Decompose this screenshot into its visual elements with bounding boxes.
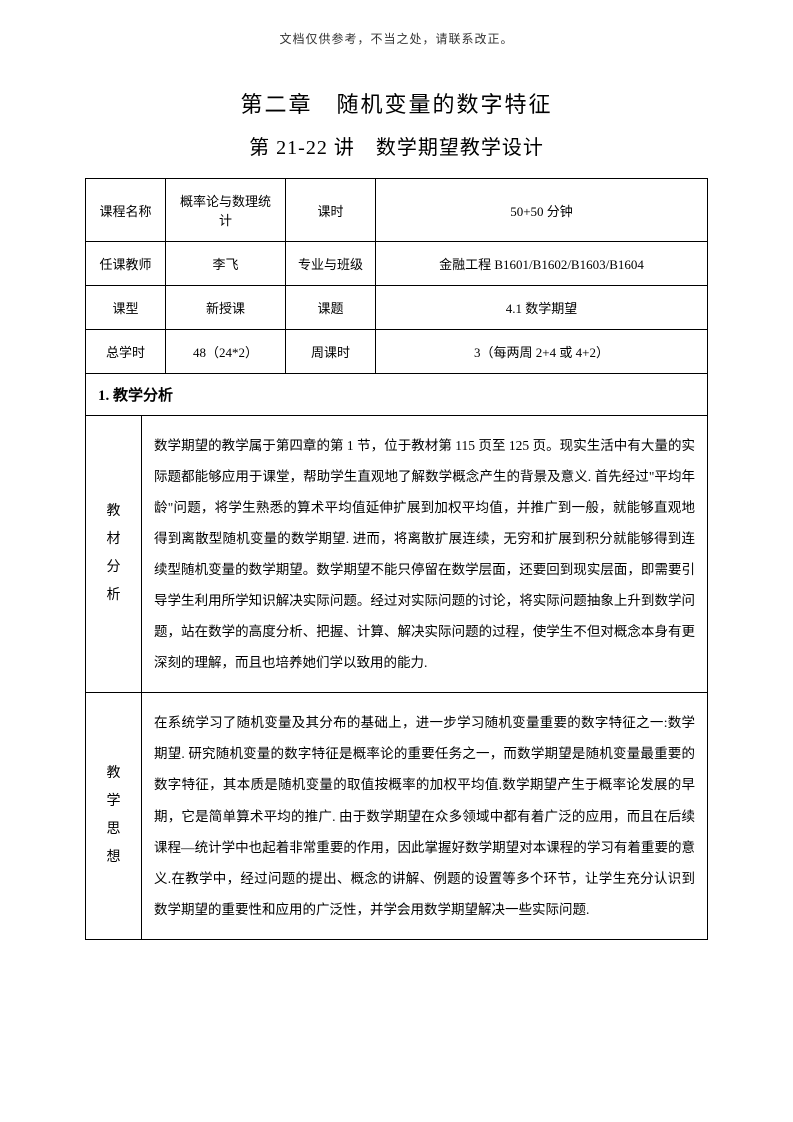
label-material-analysis: 教材分析 <box>86 416 142 693</box>
label-week-hours: 周课时 <box>286 330 376 374</box>
value-week-hours: 3（每两周 2+4 或 4+2） <box>376 330 708 374</box>
label-topic: 课题 <box>286 286 376 330</box>
label-class: 专业与班级 <box>286 242 376 286</box>
label-course-name: 课程名称 <box>86 179 166 242</box>
label-teaching-thought: 教学思想 <box>86 693 142 939</box>
course-info-table: 课程名称 概率论与数理统计 课时 50+50 分钟 任课教师 李飞 专业与班级 … <box>85 178 708 374</box>
value-class: 金融工程 B1601/B1602/B1603/B1604 <box>376 242 708 286</box>
table-row: 任课教师 李飞 专业与班级 金融工程 B1601/B1602/B1603/B16… <box>86 242 708 286</box>
value-type: 新授课 <box>166 286 286 330</box>
content-material-analysis: 数学期望的教学属于第四章的第 1 节，位于教材第 115 页至 125 页。现实… <box>142 416 708 693</box>
table-row: 教材分析 数学期望的教学属于第四章的第 1 节，位于教材第 115 页至 125… <box>86 416 708 693</box>
value-hours: 50+50 分钟 <box>376 179 708 242</box>
content-teaching-thought: 在系统学习了随机变量及其分布的基础上，进一步学习随机变量重要的数字特征之一:数学… <box>142 693 708 939</box>
label-type: 课型 <box>86 286 166 330</box>
header-note: 文档仅供参考，不当之处，请联系改正。 <box>85 30 708 47</box>
table-row: 课程名称 概率论与数理统计 课时 50+50 分钟 <box>86 179 708 242</box>
lecture-title: 第 21-22 讲 数学期望教学设计 <box>85 131 708 160</box>
table-row: 总学时 48（24*2） 周课时 3（每两周 2+4 或 4+2） <box>86 330 708 374</box>
vertical-label: 教材分析 <box>107 498 121 610</box>
vertical-label: 教学思想 <box>107 760 121 872</box>
label-total-hours: 总学时 <box>86 330 166 374</box>
label-teacher: 任课教师 <box>86 242 166 286</box>
value-course-name: 概率论与数理统计 <box>166 179 286 242</box>
table-row: 课型 新授课 课题 4.1 数学期望 <box>86 286 708 330</box>
section-heading: 1. 教学分析 <box>85 374 708 416</box>
value-total-hours: 48（24*2） <box>166 330 286 374</box>
value-teacher: 李飞 <box>166 242 286 286</box>
chapter-title: 第二章 随机变量的数字特征 <box>85 87 708 119</box>
label-hours: 课时 <box>286 179 376 242</box>
analysis-table: 教材分析 数学期望的教学属于第四章的第 1 节，位于教材第 115 页至 125… <box>85 416 708 940</box>
table-row: 教学思想 在系统学习了随机变量及其分布的基础上，进一步学习随机变量重要的数字特征… <box>86 693 708 939</box>
value-topic: 4.1 数学期望 <box>376 286 708 330</box>
